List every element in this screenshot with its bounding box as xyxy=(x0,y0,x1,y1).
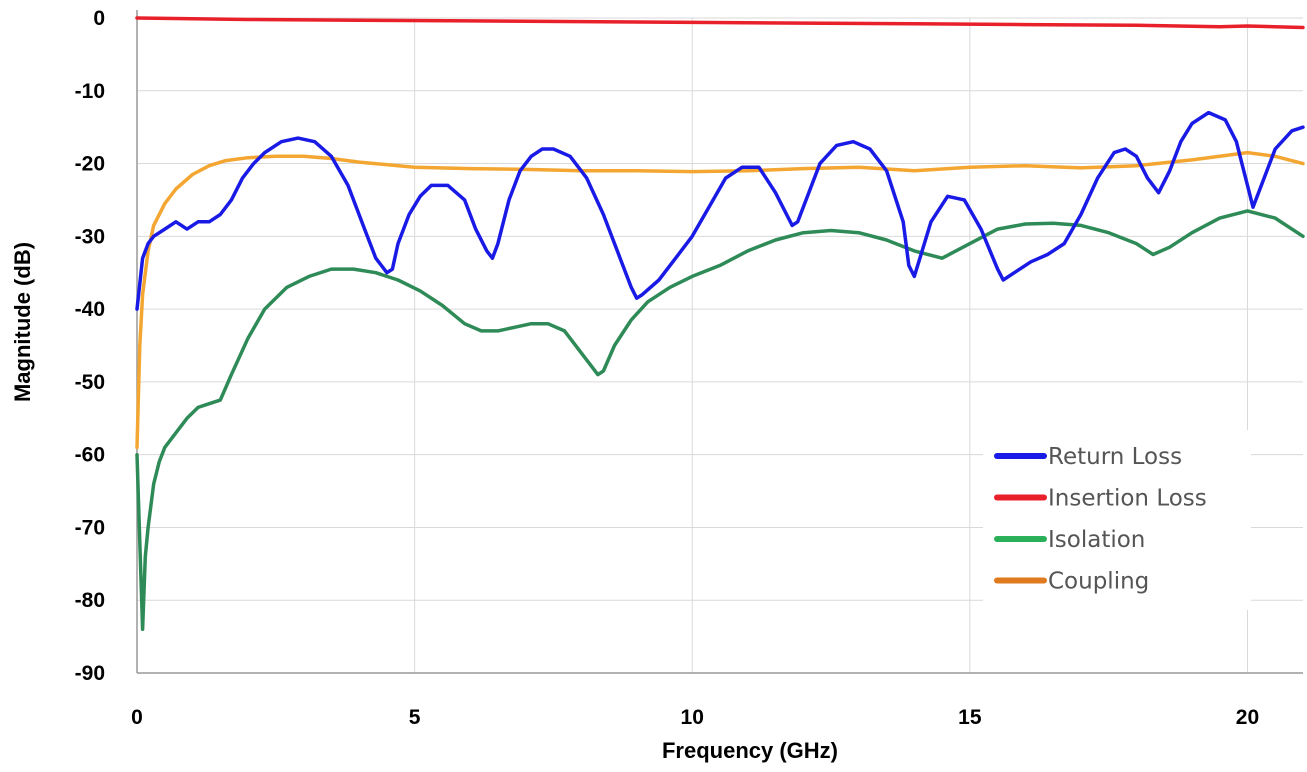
y-tick-label: -70 xyxy=(75,516,105,539)
legend-label-coupling: Coupling xyxy=(1048,569,1149,595)
y-axis-title: Magnitude (dB) xyxy=(10,242,35,402)
series-line-insertion-loss xyxy=(135,16,1305,30)
y-tick-label: -30 xyxy=(75,225,105,248)
x-tick-label: 0 xyxy=(131,706,143,729)
legend: Return Loss Insertion Loss Isolation Coupli… xyxy=(983,430,1251,610)
y-tick-label: -10 xyxy=(75,80,105,103)
y-tick-label: -90 xyxy=(75,662,105,685)
x-tick-label: 15 xyxy=(958,706,982,729)
x-axis-title: Frequency (GHz) xyxy=(662,738,838,763)
tick-labels: 0 -10 -20 -30 -40 -50 -60 -70 -80 -90 0 5 10 15 20 xyxy=(75,7,1260,729)
series-line-isolation xyxy=(135,209,1305,632)
legend-label-isolation: Isolation xyxy=(1048,527,1145,553)
series-line-coupling xyxy=(135,150,1305,450)
y-tick-label: -80 xyxy=(75,589,105,612)
series-group xyxy=(135,16,1305,632)
x-tick-label: 10 xyxy=(681,706,704,729)
legend-label-insertion-loss: Insertion Loss xyxy=(1048,486,1207,512)
x-tick-label: 20 xyxy=(1236,706,1259,729)
y-tick-label: -50 xyxy=(75,371,105,394)
legend-label-return-loss: Return Loss xyxy=(1048,444,1182,470)
y-tick-label: -40 xyxy=(75,298,105,321)
y-tick-label: 0 xyxy=(93,7,105,30)
axes xyxy=(136,10,1303,674)
y-tick-label: -60 xyxy=(75,444,105,467)
x-tick-label: 5 xyxy=(409,706,421,729)
series-line-return-loss xyxy=(135,110,1305,311)
y-tick-label: -20 xyxy=(75,153,105,176)
